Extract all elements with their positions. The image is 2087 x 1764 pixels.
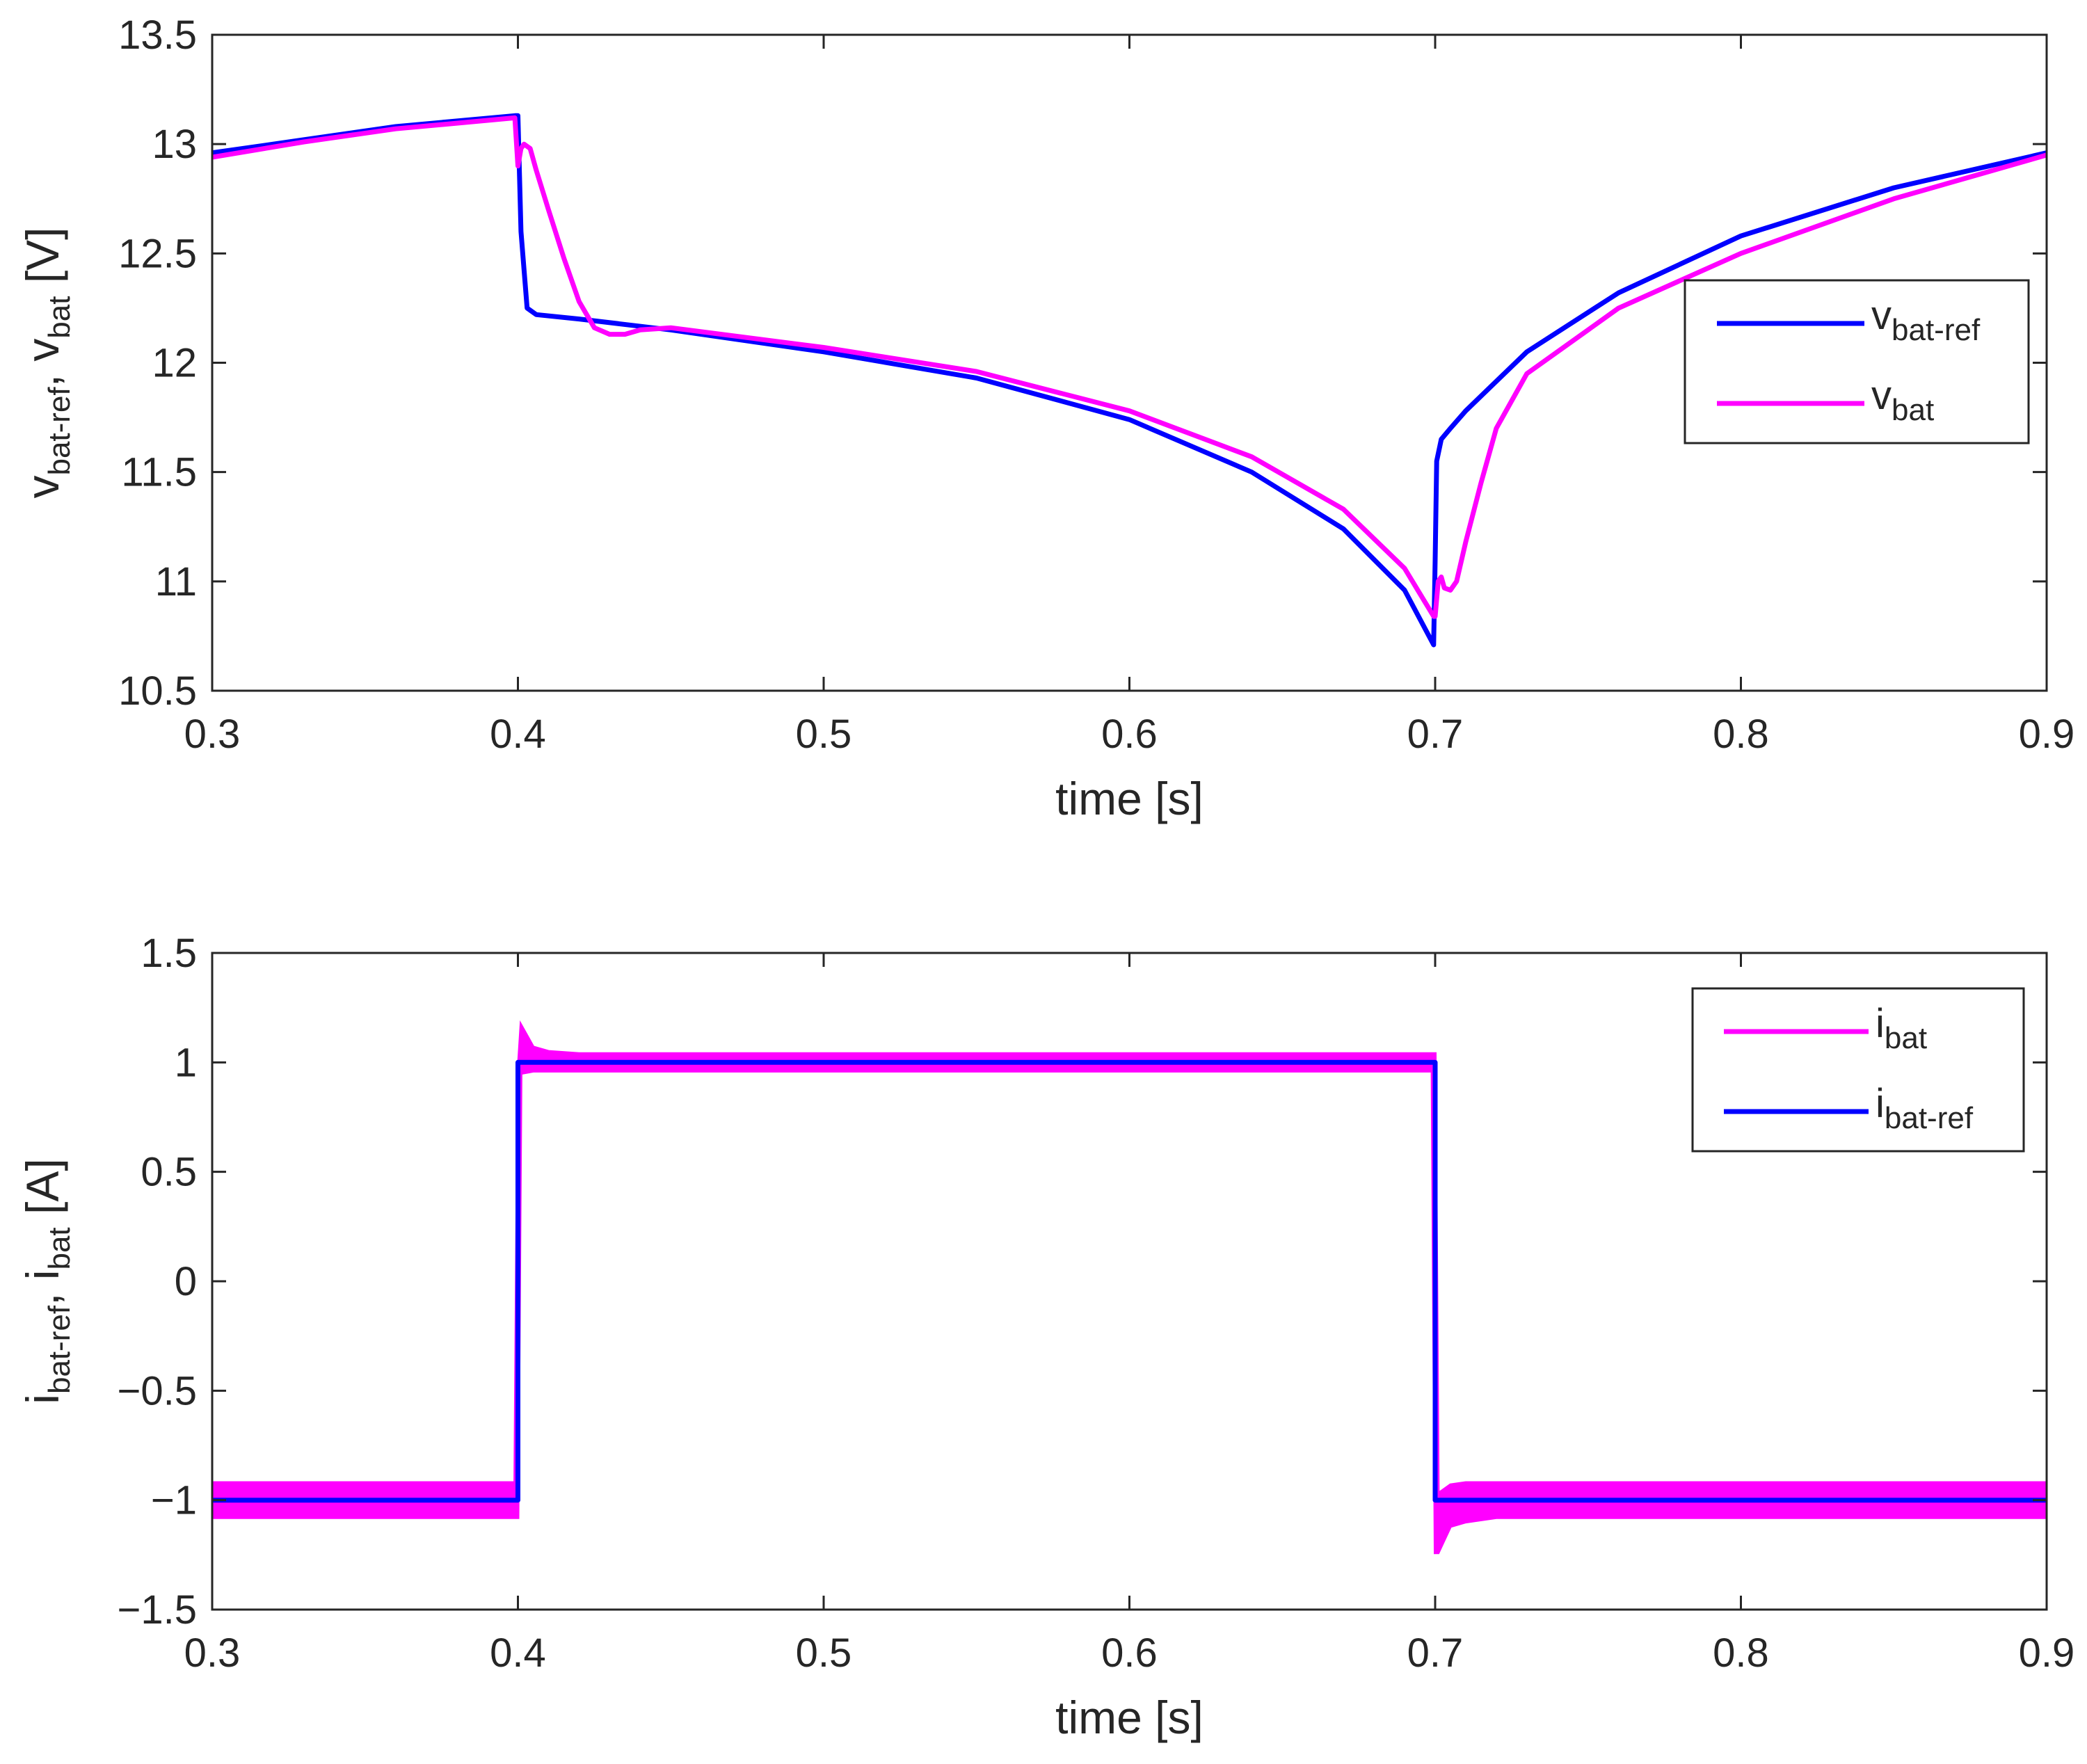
legend: vbat-ref​ vbat​ — [1684, 279, 2030, 444]
x-tick-label: 0.3 — [184, 712, 241, 757]
x-tick-label: 0.5 — [796, 1630, 852, 1676]
legend-label-subscript: bat — [1885, 1021, 1927, 1055]
x-axis-label: time [s] — [1055, 773, 1204, 824]
series-i-bat-ref-line — [212, 1059, 2047, 1503]
y-axis-label-group: vbat-ref​, vbat​ [V] — [17, 227, 77, 498]
y-tick-label: 13.5 — [118, 13, 197, 58]
legend-label-part: v — [1871, 373, 1892, 418]
x-tick-label: 0.9 — [2019, 712, 2075, 757]
y-tick-label: 0 — [175, 1259, 197, 1304]
legend-label-subscript: bat — [1892, 393, 1934, 427]
x-tick-label: 0.4 — [490, 1630, 546, 1676]
legend-box — [1684, 279, 2030, 444]
series-v-bat-line — [212, 115, 2047, 619]
y-tick-label: 11.5 — [121, 450, 197, 495]
voltage-chart: 0.3 0.4 0.5 0.6 0.7 0.8 0.9 10.5 11 11.5 12 12.5 13 1… — [17, 13, 2074, 824]
current-chart: 0.3 0.4 0.5 0.6 0.7 0.8 0.9 −1.5 −1 −0.5 0 0.5 1 1.5 t… — [17, 931, 2074, 1743]
x-tick-label: 0.7 — [1407, 1630, 1464, 1676]
legend-label: vbat​ — [1871, 373, 1934, 427]
y-axis-label-part: [A] — [17, 1158, 68, 1227]
legend-box — [1691, 987, 2025, 1153]
y-axis-label-subscript: bat — [42, 1227, 77, 1269]
x-tick-label: 0.3 — [184, 1630, 241, 1676]
y-tick-label: 1 — [175, 1040, 197, 1085]
x-tick-label: 0.4 — [490, 712, 546, 757]
legend-label: ibat-ref​ — [1876, 1081, 1974, 1135]
y-axis-label-subscript: bat — [42, 296, 77, 339]
y-tick-label: 12.5 — [118, 231, 197, 276]
y-tick-label: −0.5 — [118, 1368, 198, 1413]
legend-label-part: v — [1871, 293, 1892, 338]
y-axis-label-subscript: bat-ref — [42, 1305, 77, 1394]
y-tick-label: 11 — [155, 559, 197, 604]
y-tick-label: 1.5 — [141, 931, 197, 976]
y-tick-label: 0.5 — [141, 1150, 197, 1195]
x-axis-label: time [s] — [1055, 1692, 1204, 1743]
y-tick-label: −1 — [151, 1478, 197, 1523]
y-axis-label-part: v — [17, 476, 68, 499]
y-axis-label: ibat-ref​, ibat​ [A] — [17, 1158, 77, 1404]
x-tick-label: 0.6 — [1101, 1630, 1158, 1676]
y-axis-label-subscript: bat-ref — [42, 387, 77, 476]
y-tick-label: 10.5 — [118, 668, 197, 714]
y-axis-label-part: , i — [17, 1270, 68, 1306]
series-group — [212, 1020, 2047, 1555]
legend: ibat​ ibat-ref​ — [1691, 987, 2025, 1153]
y-axis-label-group: ibat-ref​, ibat​ [A] — [17, 1158, 77, 1404]
legend-label-part: i — [1876, 1001, 1885, 1046]
y-axis-label: vbat-ref​, vbat​ [V] — [17, 227, 77, 498]
legend-label: ibat​ — [1876, 1001, 1927, 1055]
legend-label-part: i — [1876, 1081, 1885, 1126]
y-axis-label-part: , v — [17, 339, 68, 387]
legend-label-subscript: bat-ref — [1885, 1101, 1974, 1135]
x-tick-label: 0.6 — [1101, 712, 1158, 757]
x-tick-label: 0.9 — [2019, 1630, 2075, 1676]
x-tick-label: 0.7 — [1407, 712, 1464, 757]
legend-label: vbat-ref​ — [1871, 293, 1981, 347]
y-tick-label: 12 — [152, 341, 197, 386]
y-axis-label-part: i — [17, 1394, 68, 1404]
y-axis-label-part: [V] — [17, 227, 68, 296]
x-tick-label: 0.5 — [796, 712, 852, 757]
series-group — [212, 113, 2047, 648]
y-tick-label: 13 — [152, 122, 197, 167]
y-tick-label: −1.5 — [118, 1587, 198, 1633]
x-tick-label: 0.8 — [1713, 712, 1769, 757]
x-tick-label: 0.8 — [1713, 1630, 1769, 1676]
legend-label-subscript: bat-ref — [1892, 313, 1981, 347]
